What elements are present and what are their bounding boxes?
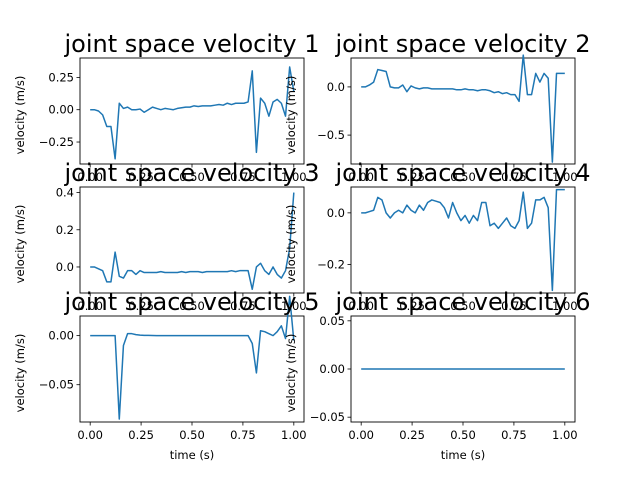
- subplot-4-x-tick-label: 0.25: [399, 299, 425, 313]
- subplot-6-x-tick-label: 0.75: [501, 428, 527, 442]
- subplot-1-x-tick-label: 0.25: [128, 170, 154, 184]
- subplot-4-x-tick-label: 0.75: [501, 299, 527, 313]
- subplot-4-x-tick-label: 0.50: [450, 299, 476, 313]
- subplot-2-x-tick-label: 0.50: [450, 170, 476, 184]
- subplot-4-y-tick-label: −0.2: [317, 258, 345, 272]
- subplot-5-x-tick-label: 0.50: [179, 428, 205, 442]
- subplot-1-x-tick-label: 0.50: [179, 170, 205, 184]
- subplot-2-y-axis-label: velocity (m/s): [284, 76, 298, 155]
- subplot-6-x-tick-label: 0.50: [450, 428, 476, 442]
- subplot-6-y-tick-label: −0.05: [310, 410, 345, 424]
- subplot-1-y-tick-label: 0.00: [48, 103, 74, 117]
- subplot-3-series-line: [90, 192, 295, 291]
- subplot-5-y-axis-label: velocity (m/s): [13, 334, 27, 413]
- subplot-2-series-line: [361, 54, 565, 163]
- subplot-5-title: joint space velocity 5: [64, 288, 320, 316]
- subplot-5-y-tick-label: 0.00: [48, 329, 74, 343]
- subplot-2-x-tick-label: 0.75: [501, 170, 527, 184]
- subplot-4-series-line: [361, 188, 565, 292]
- subplot-3-y-axis-label: velocity (m/s): [13, 205, 27, 284]
- subplot-6-y-axis-label: velocity (m/s): [284, 334, 298, 413]
- subplot-1: 0.00 0.25 0.50 0.75 1.00 −0.25 0.00 0.25 velocit…: [13, 57, 307, 184]
- subplot-1-title: joint space velocity 1: [64, 30, 320, 58]
- subplot-3-x-tick-label: 0.25: [128, 299, 154, 313]
- subplot-4-y-tick-label: 0.0: [327, 206, 345, 220]
- subplot-1-y-axis-label: velocity (m/s): [13, 76, 27, 155]
- subplot-6-x-axis-label: time (s): [441, 448, 486, 462]
- subplot-3-x-tick-label: 0.75: [230, 299, 256, 313]
- subplot-2-y-tick-label: −0.5: [317, 128, 345, 142]
- subplot-5-x-axis-label: time (s): [170, 448, 215, 462]
- subplot-4-y-axis-label: velocity (m/s): [284, 205, 298, 284]
- subplot-4: 0.00 0.25 0.50 0.75 1.00 −0.2 0.0 velocity (m/s…: [284, 186, 578, 313]
- subplot-5-x-tick-label: 0.25: [128, 428, 154, 442]
- subplot-6-y-tick-label: 0.05: [319, 314, 345, 328]
- subplot-1-x-tick-label: 1.00: [281, 170, 307, 184]
- subplot-4-frame: [350, 186, 576, 294]
- subplot-1-y-tick-label: −0.25: [39, 135, 74, 149]
- subplot-3-y-tick-label: 0.2: [56, 223, 74, 237]
- subplot-5-y-tick-label: −0.05: [39, 378, 74, 392]
- subplot-5-x-tick-label: 0.00: [77, 428, 103, 442]
- subplot-6-y-tick-label: 0.00: [319, 362, 345, 376]
- subplot-2-x-tick-label: 0.00: [348, 170, 374, 184]
- subplot-1-x-tick-label: 0.00: [77, 170, 103, 184]
- subplot-1-series-line: [90, 66, 295, 160]
- subplot-3-x-tick-label: 0.50: [179, 299, 205, 313]
- subplot-1-x-tick-label: 0.75: [230, 170, 256, 184]
- subplot-3-x-tick-label: 1.00: [281, 299, 307, 313]
- subplot-5-frame: [79, 315, 305, 423]
- subplot-3-x-tick-label: 0.00: [77, 299, 103, 313]
- subplot-3-y-tick-label: 0.0: [56, 260, 74, 274]
- subplot-2-frame: [350, 57, 576, 165]
- subplot-6-x-tick-label: 0.00: [348, 428, 374, 442]
- subplot-5-x-tick-label: 0.75: [230, 428, 256, 442]
- subplot-2: 0.00 0.25 0.50 0.75 1.00 −0.5 0.0 velocity (m/s…: [284, 54, 578, 184]
- subplot-2-x-tick-label: 0.25: [399, 170, 425, 184]
- subplot-3-title: joint space velocity 3: [64, 159, 320, 187]
- subplot-4-x-tick-label: 0.00: [348, 299, 374, 313]
- subplot-2-y-tick-label: 0.0: [327, 80, 345, 94]
- subplot-6-title: joint space velocity 6: [335, 288, 591, 316]
- subplot-5-x-tick-label: 1.00: [281, 428, 307, 442]
- subplot-1-y-tick-label: 0.25: [48, 70, 74, 84]
- subplot-5: 0.00 0.25 0.50 0.75 1.00 −0.05 0.00 velocity (m…: [13, 295, 307, 462]
- subplot-6: 0.00 0.25 0.50 0.75 1.00−0.050.000.05velocit…: [284, 314, 578, 462]
- subplot-4-x-tick-label: 1.00: [552, 299, 578, 313]
- subplot-3-y-tick-label: 0.4: [56, 186, 74, 200]
- subplot-6-x-tick-label: 0.25: [399, 428, 425, 442]
- subplot-5-series-line: [90, 295, 295, 420]
- subplot-3-frame: [79, 186, 305, 294]
- subplot-2-title: joint space velocity 2: [335, 30, 591, 58]
- subplot-3: 0.00 0.25 0.50 0.75 1.00 0.0 0.2 0.4 velocity (m…: [13, 186, 307, 313]
- subplot-6-x-tick-label: 1.00: [552, 428, 578, 442]
- subplot-4-title: joint space velocity 4: [335, 159, 591, 187]
- subplot-2-x-tick-label: 1.00: [552, 170, 578, 184]
